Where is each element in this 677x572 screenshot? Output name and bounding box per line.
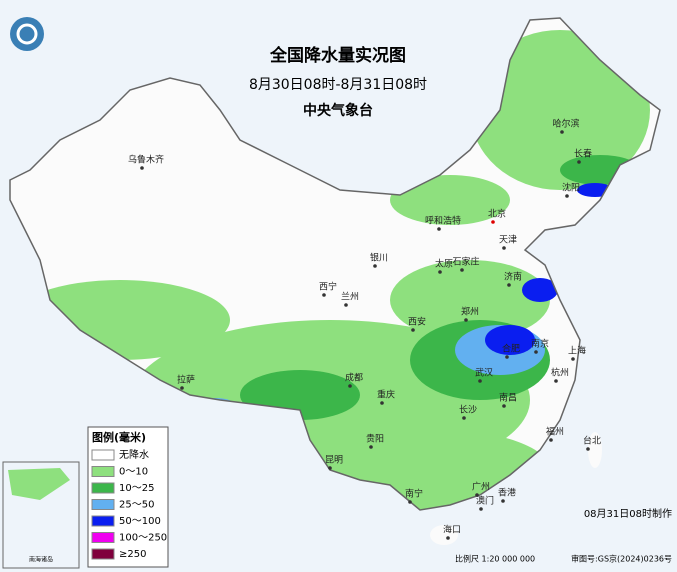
city-label: 济南 <box>504 271 522 283</box>
city-label: 杭州 <box>551 367 569 379</box>
agency: 中央气象台 <box>303 102 373 119</box>
city-label: 合肥 <box>502 343 520 355</box>
legend-label: 50～100 <box>119 516 161 527</box>
border <box>9 17 661 511</box>
legend-swatch <box>91 449 115 461</box>
city-dot <box>348 384 352 388</box>
approval: 审图号:GS京(2024)0236号 <box>571 554 672 564</box>
city-label: 沈阳 <box>562 182 580 194</box>
city-dot <box>479 507 483 511</box>
city-label: 银川 <box>370 252 388 264</box>
inset: 南海诸岛 <box>2 461 80 569</box>
legend-label: 0～10 <box>119 467 148 478</box>
legend-swatch <box>91 482 115 494</box>
city-label: 天津 <box>499 235 517 246</box>
legend-swatch <box>91 532 115 543</box>
legend-label: ≥250 <box>119 549 146 560</box>
legend-label: 10～25 <box>119 483 154 494</box>
subtitle: 8月30日08时-8月31日08时 <box>249 77 427 93</box>
city-label: 海口 <box>443 524 461 536</box>
city-label: 南宁 <box>405 488 423 500</box>
city-label: 武汉 <box>475 367 493 379</box>
city-dot <box>571 357 575 361</box>
city-label: 呼和浩特 <box>425 215 461 227</box>
city-dot <box>462 416 466 420</box>
city-label: 香港 <box>498 487 516 499</box>
scale: 比例尺 1:20 000 000 <box>455 554 535 564</box>
city-dot <box>586 447 590 451</box>
city-label: 郑州 <box>461 306 479 318</box>
legend-swatch <box>91 515 115 527</box>
city-dot <box>344 303 348 307</box>
city-dot <box>380 401 384 405</box>
city-dot <box>565 194 569 198</box>
legend-title: 图例(毫米) <box>92 430 146 444</box>
city-dot <box>180 386 184 390</box>
made-time: 08月31日08时制作 <box>584 507 672 520</box>
city-dot <box>369 445 373 449</box>
city-label: 西安 <box>408 316 426 328</box>
city-label: 南昌 <box>499 392 517 404</box>
city-dot <box>560 130 564 134</box>
legend: 图例(毫米) 无降水 0～10 10～25 25～50 50～100 100～250 ≥25… <box>87 426 169 568</box>
legend-label: 100～250 <box>119 533 167 544</box>
city-dot <box>577 160 581 164</box>
city-label: 乌鲁木齐 <box>128 154 164 166</box>
legend-swatch <box>91 548 115 560</box>
city-label: 上海 <box>568 345 586 357</box>
city-dot <box>322 293 326 297</box>
city-dot <box>464 318 468 322</box>
city-label: 贵阳 <box>366 433 384 445</box>
city-label: 重庆 <box>377 389 395 401</box>
city-dot <box>475 493 479 497</box>
city-dot <box>507 283 511 287</box>
city-dot <box>534 350 538 354</box>
logo <box>10 17 44 51</box>
title: 全国降水量实况图 <box>269 45 406 66</box>
legend-swatch <box>91 499 115 510</box>
city-dot <box>502 246 506 250</box>
city-dot <box>373 264 377 268</box>
city-label: 澳门 <box>476 495 494 507</box>
city-dot <box>437 227 441 231</box>
city-dot <box>505 355 509 359</box>
city-label: 太原 <box>435 258 453 270</box>
city-dot <box>446 536 450 540</box>
city-label: 台北 <box>583 435 601 447</box>
city-label: 成都 <box>345 372 363 384</box>
city-label: 广州 <box>472 481 490 493</box>
city-label: 长春 <box>574 148 592 160</box>
city-dot <box>549 438 553 442</box>
city-label: 南京 <box>531 338 549 350</box>
city-label: 北京 <box>488 208 506 220</box>
city-label: 拉萨 <box>177 374 195 386</box>
city-dot <box>460 268 464 272</box>
city-label: 西宁 <box>319 281 337 293</box>
legend-label: 25～50 <box>119 500 154 511</box>
logo-mark <box>16 23 38 45</box>
city-dot <box>501 499 505 503</box>
city-dot <box>491 220 495 224</box>
city-dot <box>328 466 332 470</box>
city-dot <box>411 328 415 332</box>
city-label: 石家庄 <box>452 256 479 268</box>
city-dot <box>478 379 482 383</box>
city-dot <box>438 270 442 274</box>
city-label: 福州 <box>546 426 564 438</box>
city-label: 昆明 <box>325 455 343 466</box>
legend-swatch <box>91 466 115 477</box>
city-dot <box>554 379 558 383</box>
city-dot <box>502 404 506 408</box>
legend-label: 无降水 <box>119 448 149 461</box>
city-label: 长沙 <box>459 404 477 416</box>
city-dot <box>140 166 144 170</box>
city-dot <box>408 500 412 504</box>
city-label: 哈尔滨 <box>552 118 579 130</box>
city-label: 兰州 <box>341 291 359 303</box>
inset-label: 南海诸岛 <box>29 556 53 564</box>
